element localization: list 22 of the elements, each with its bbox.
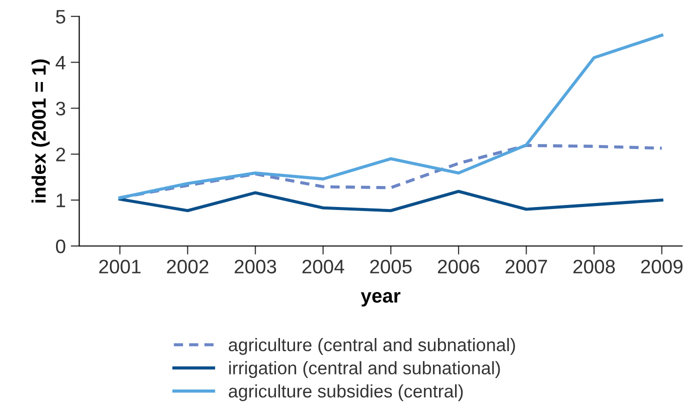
line-series [118,190,664,212]
x-axis-title: year [360,292,400,307]
y-tick-label: 3 [56,102,66,116]
x-tick-label: 2007 [506,260,547,274]
legend-label: agriculture subsidies (central) [228,384,463,402]
legend-label: agriculture (central and subnational) [228,338,515,355]
legend-label: irrigation (central and subnational) [229,361,500,378]
x-tick-label: 2008 [573,260,615,274]
y-tick-label: 4 [56,56,66,70]
x-tick-label: 2006 [438,260,480,274]
x-tick-label: 2009 [641,260,682,274]
x-tick-label: 2002 [166,260,208,274]
x-tick-label: 2001 [99,260,141,274]
x-tick-label: 2005 [370,260,412,274]
y-tick-label: 0 [56,239,66,254]
x-tick-label: 2004 [302,260,344,274]
y-tick-label: 2 [56,148,66,162]
y-tick-label: 1 [56,194,66,208]
x-tick-label: 2003 [234,260,276,274]
line-series [118,34,664,200]
y-tick-label: 5 [56,10,66,24]
y-axis-title: index (2001 = 1) [32,59,50,203]
